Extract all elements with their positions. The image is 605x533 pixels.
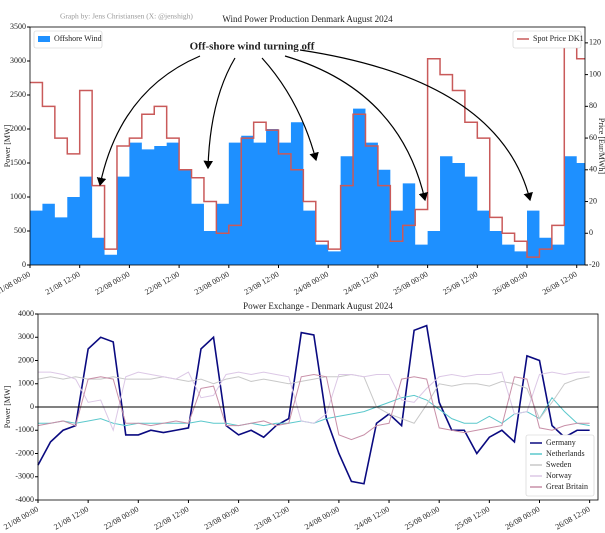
x-tick-label: 25/08 12:00 [441,270,479,297]
y-tick-label: 1500 [10,158,26,167]
x-tick-label: 23/08 12:00 [243,270,281,297]
y-tick-label: 500 [14,226,26,235]
y-tick-label: -4000 [15,495,34,504]
y-tick-label: 2500 [10,90,26,99]
arrows [96,49,533,202]
y-tick-label: 2000 [10,124,26,133]
legend-label: Spot Price DK1 [533,34,584,43]
y2-tick-label: 80 [589,101,597,110]
series-line [37,324,590,485]
y2-axis-label: Price [Eur/MWh] [597,118,605,175]
legend-label: Sweden [546,460,571,469]
y-tick-label: 2000 [18,355,34,364]
plot-frame [29,26,586,266]
y-tick-label: 0 [30,402,34,411]
x-tick-label: 22/08 00:00 [94,270,132,297]
y-tick-label: 1000 [18,379,34,388]
series-line [37,373,590,424]
chart-title: Power Exchange - Denmark August 2024 [243,301,393,311]
x-tick-label: 21/08 12:00 [44,270,82,297]
y-tick-label: 3000 [18,332,34,341]
x-tick-label: 24/08 12:00 [342,270,380,297]
exchange-plot: Power Exchange - Denmark August 2024 Powe… [2,301,599,532]
legend-label: Netherlands [546,449,585,458]
series-line [37,373,590,441]
x-tick-label: 24/08 12:00 [353,505,391,532]
y-tick-label: -3000 [15,472,34,481]
x-tick-label: 26/08 00:00 [491,270,529,297]
y2-tick-label: 100 [589,69,601,78]
y-tick-label: -2000 [15,448,34,457]
x-tick-label: 21/08 00:00 [0,270,32,297]
x-tick-label: 25/08 12:00 [453,505,491,532]
y2-tick-label: -20 [589,260,600,269]
y-tick-label: 3500 [10,22,26,31]
x-tick-label: 22/08 00:00 [102,505,140,532]
x-tick-label: 25/08 00:00 [392,270,430,297]
y-tick-label: -1000 [15,425,34,434]
wind-area [30,108,585,265]
legend-label: Norway [546,471,572,480]
x-tick-label: 21/08 00:00 [2,505,40,532]
legend-box [512,30,582,49]
x-tick-label: 24/08 00:00 [303,505,341,532]
x-tick-label: 25/08 00:00 [403,505,441,532]
legend-label: Offshore Wind [54,34,102,43]
legend-box [525,434,595,497]
y2-tick-label: 60 [589,133,597,142]
legend-swatch [38,36,50,42]
y-axis-label: Power [MW] [3,385,12,428]
x-tick-label: 23/08 12:00 [253,505,291,532]
watermark: Graph by: Jens Christiansen (X: @jenshig… [60,12,193,21]
y2-tick-label: 0 [589,228,593,237]
x-tick-label: 23/08 00:00 [203,505,241,532]
x-tick-label: 24/08 00:00 [292,270,330,297]
wind-plot: Wind Power Production Denmark August 202… [0,14,605,296]
x-tick-label: 22/08 12:00 [143,270,181,297]
y-tick-label: 0 [22,260,26,269]
legend-label: Great Britain [546,482,588,491]
x-tick-label: 22/08 12:00 [153,505,191,532]
series-line [38,371,590,432]
y2-tick-label: 20 [589,196,597,205]
legend-label: Germany [546,438,576,447]
chart-title: Wind Power Production Denmark August 202… [222,14,393,24]
x-tick-label: 26/08 00:00 [504,505,542,532]
y2-tick-label: 120 [589,38,601,47]
y-tick-label: 3000 [10,56,26,65]
y2-tick-label: 40 [589,165,597,174]
legend-box [33,30,103,49]
x-tick-label: 26/08 12:00 [541,270,579,297]
series-line [30,42,585,258]
y-axis-label: Power [MW] [3,124,12,167]
x-tick-label: 26/08 12:00 [554,505,592,532]
y-tick-label: 4000 [18,309,34,318]
annotation: Off-shore wind turning off [190,41,315,53]
x-tick-label: 21/08 12:00 [52,505,90,532]
x-tick-label: 23/08 00:00 [193,270,231,297]
y-tick-label: 1000 [10,192,26,201]
